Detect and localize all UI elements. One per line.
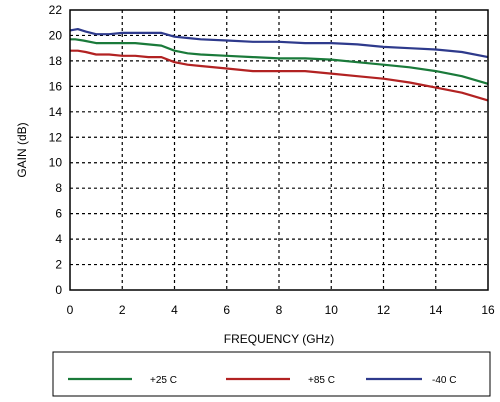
axis-ticks: 0 2 4 6 8 10 12 14 16 0 2 4 6 8 10 12 14 16 18 20 22 (49, 3, 495, 317)
plot-frame (69, 9, 489, 291)
x-tick-label: 10 (325, 303, 339, 317)
y-tick-label: 10 (49, 156, 63, 170)
y-axis-label: GAIN (dB) (15, 122, 29, 177)
legend: +25 C +85 C -40 C (52, 351, 491, 397)
x-tick-label: 2 (119, 303, 126, 317)
x-tick-label: 14 (429, 303, 443, 317)
y-tick-label: 4 (55, 232, 62, 246)
legend-label-1: +25 C (150, 375, 177, 386)
x-axis-label: FREQUENCY (GHz) (224, 332, 334, 346)
grid (70, 10, 488, 290)
y-tick-label: 22 (49, 3, 63, 17)
x-tick-label: 6 (223, 303, 230, 317)
y-tick-label: 20 (49, 28, 63, 42)
y-tick-label: 16 (49, 79, 63, 93)
x-tick-label: 12 (377, 303, 391, 317)
y-tick-label: 6 (55, 207, 62, 221)
series-line-2 (70, 49, 489, 102)
y-tick-label: 0 (55, 283, 62, 297)
y-tick-label: 18 (49, 54, 63, 68)
y-tick-label: 8 (55, 181, 62, 195)
x-tick-label: 8 (276, 303, 283, 317)
legend-box (52, 351, 491, 397)
series-line-3 (69, 28, 489, 59)
y-tick-label: 14 (49, 105, 63, 119)
x-tick-label: 16 (481, 303, 495, 317)
legend-label-2: +85 C (308, 375, 335, 386)
series-lines (69, 28, 489, 102)
x-tick-label: 4 (171, 303, 178, 317)
legend-label-3: -40 C (432, 375, 456, 386)
y-tick-label: 12 (49, 130, 63, 144)
y-tick-label: 2 (55, 258, 62, 272)
x-tick-label: 0 (67, 303, 74, 317)
series-line-1 (70, 38, 489, 85)
